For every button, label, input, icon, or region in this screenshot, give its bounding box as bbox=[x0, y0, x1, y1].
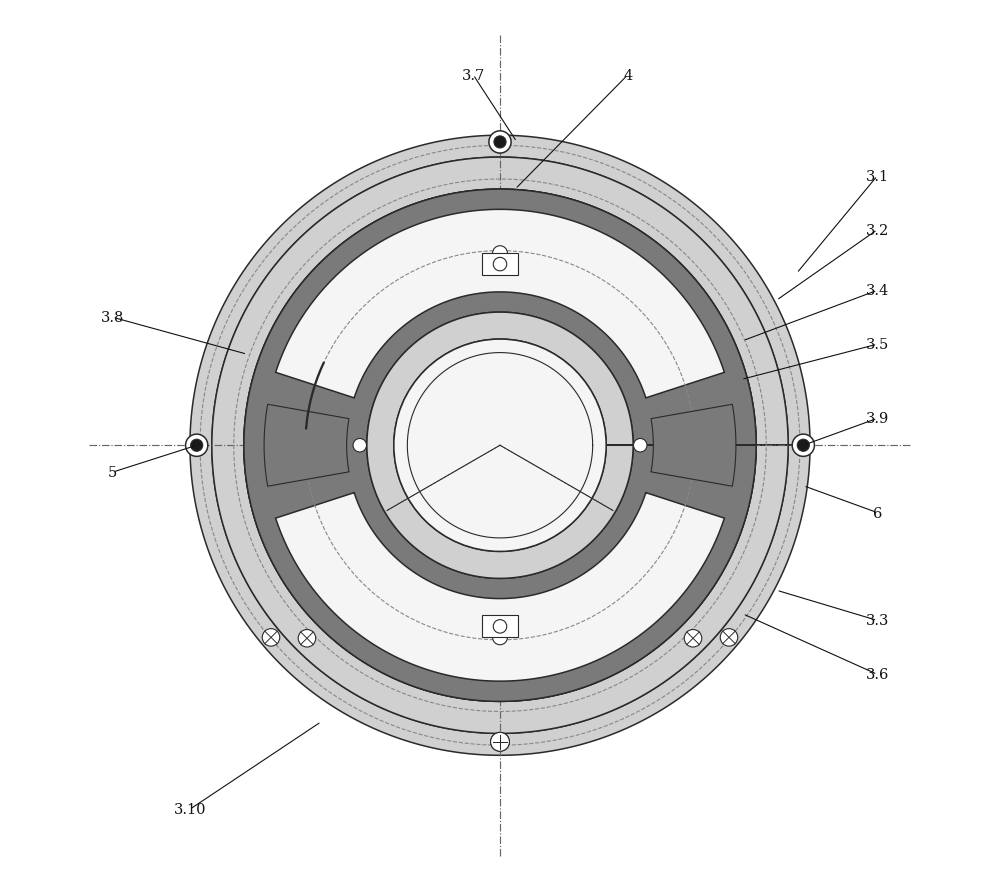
Bar bbox=[482, 615, 518, 637]
Polygon shape bbox=[190, 136, 810, 755]
Polygon shape bbox=[244, 190, 756, 702]
Text: 3.10: 3.10 bbox=[174, 802, 206, 817]
Text: 4: 4 bbox=[623, 68, 633, 83]
Circle shape bbox=[353, 439, 367, 452]
Circle shape bbox=[262, 629, 280, 646]
Circle shape bbox=[633, 439, 647, 452]
Text: 3.1: 3.1 bbox=[866, 169, 889, 184]
Circle shape bbox=[298, 630, 316, 647]
Polygon shape bbox=[212, 158, 788, 733]
Text: 3.4: 3.4 bbox=[866, 284, 889, 298]
Circle shape bbox=[792, 435, 814, 457]
Circle shape bbox=[684, 630, 702, 647]
Text: 3.3: 3.3 bbox=[866, 614, 889, 628]
Circle shape bbox=[491, 732, 509, 752]
Circle shape bbox=[797, 440, 809, 452]
Text: 3.6: 3.6 bbox=[866, 667, 889, 681]
Circle shape bbox=[191, 440, 203, 452]
Polygon shape bbox=[276, 493, 724, 681]
Polygon shape bbox=[651, 405, 736, 486]
Text: 3.5: 3.5 bbox=[866, 338, 889, 352]
Bar bbox=[482, 254, 518, 276]
Circle shape bbox=[493, 630, 507, 645]
Polygon shape bbox=[264, 405, 349, 486]
Polygon shape bbox=[276, 210, 724, 399]
Text: 6: 6 bbox=[873, 506, 882, 520]
Text: 3.2: 3.2 bbox=[866, 223, 889, 237]
Circle shape bbox=[491, 732, 509, 752]
Text: 3.7: 3.7 bbox=[461, 68, 485, 83]
Text: 5: 5 bbox=[108, 465, 117, 479]
Circle shape bbox=[493, 247, 507, 262]
Circle shape bbox=[489, 132, 511, 154]
Circle shape bbox=[494, 137, 506, 149]
Polygon shape bbox=[367, 313, 633, 579]
Circle shape bbox=[186, 435, 208, 457]
Circle shape bbox=[720, 629, 738, 646]
Text: 3.8: 3.8 bbox=[101, 311, 124, 325]
Text: 3.9: 3.9 bbox=[866, 412, 889, 426]
Circle shape bbox=[493, 258, 507, 271]
Circle shape bbox=[493, 620, 507, 633]
Circle shape bbox=[394, 340, 606, 551]
